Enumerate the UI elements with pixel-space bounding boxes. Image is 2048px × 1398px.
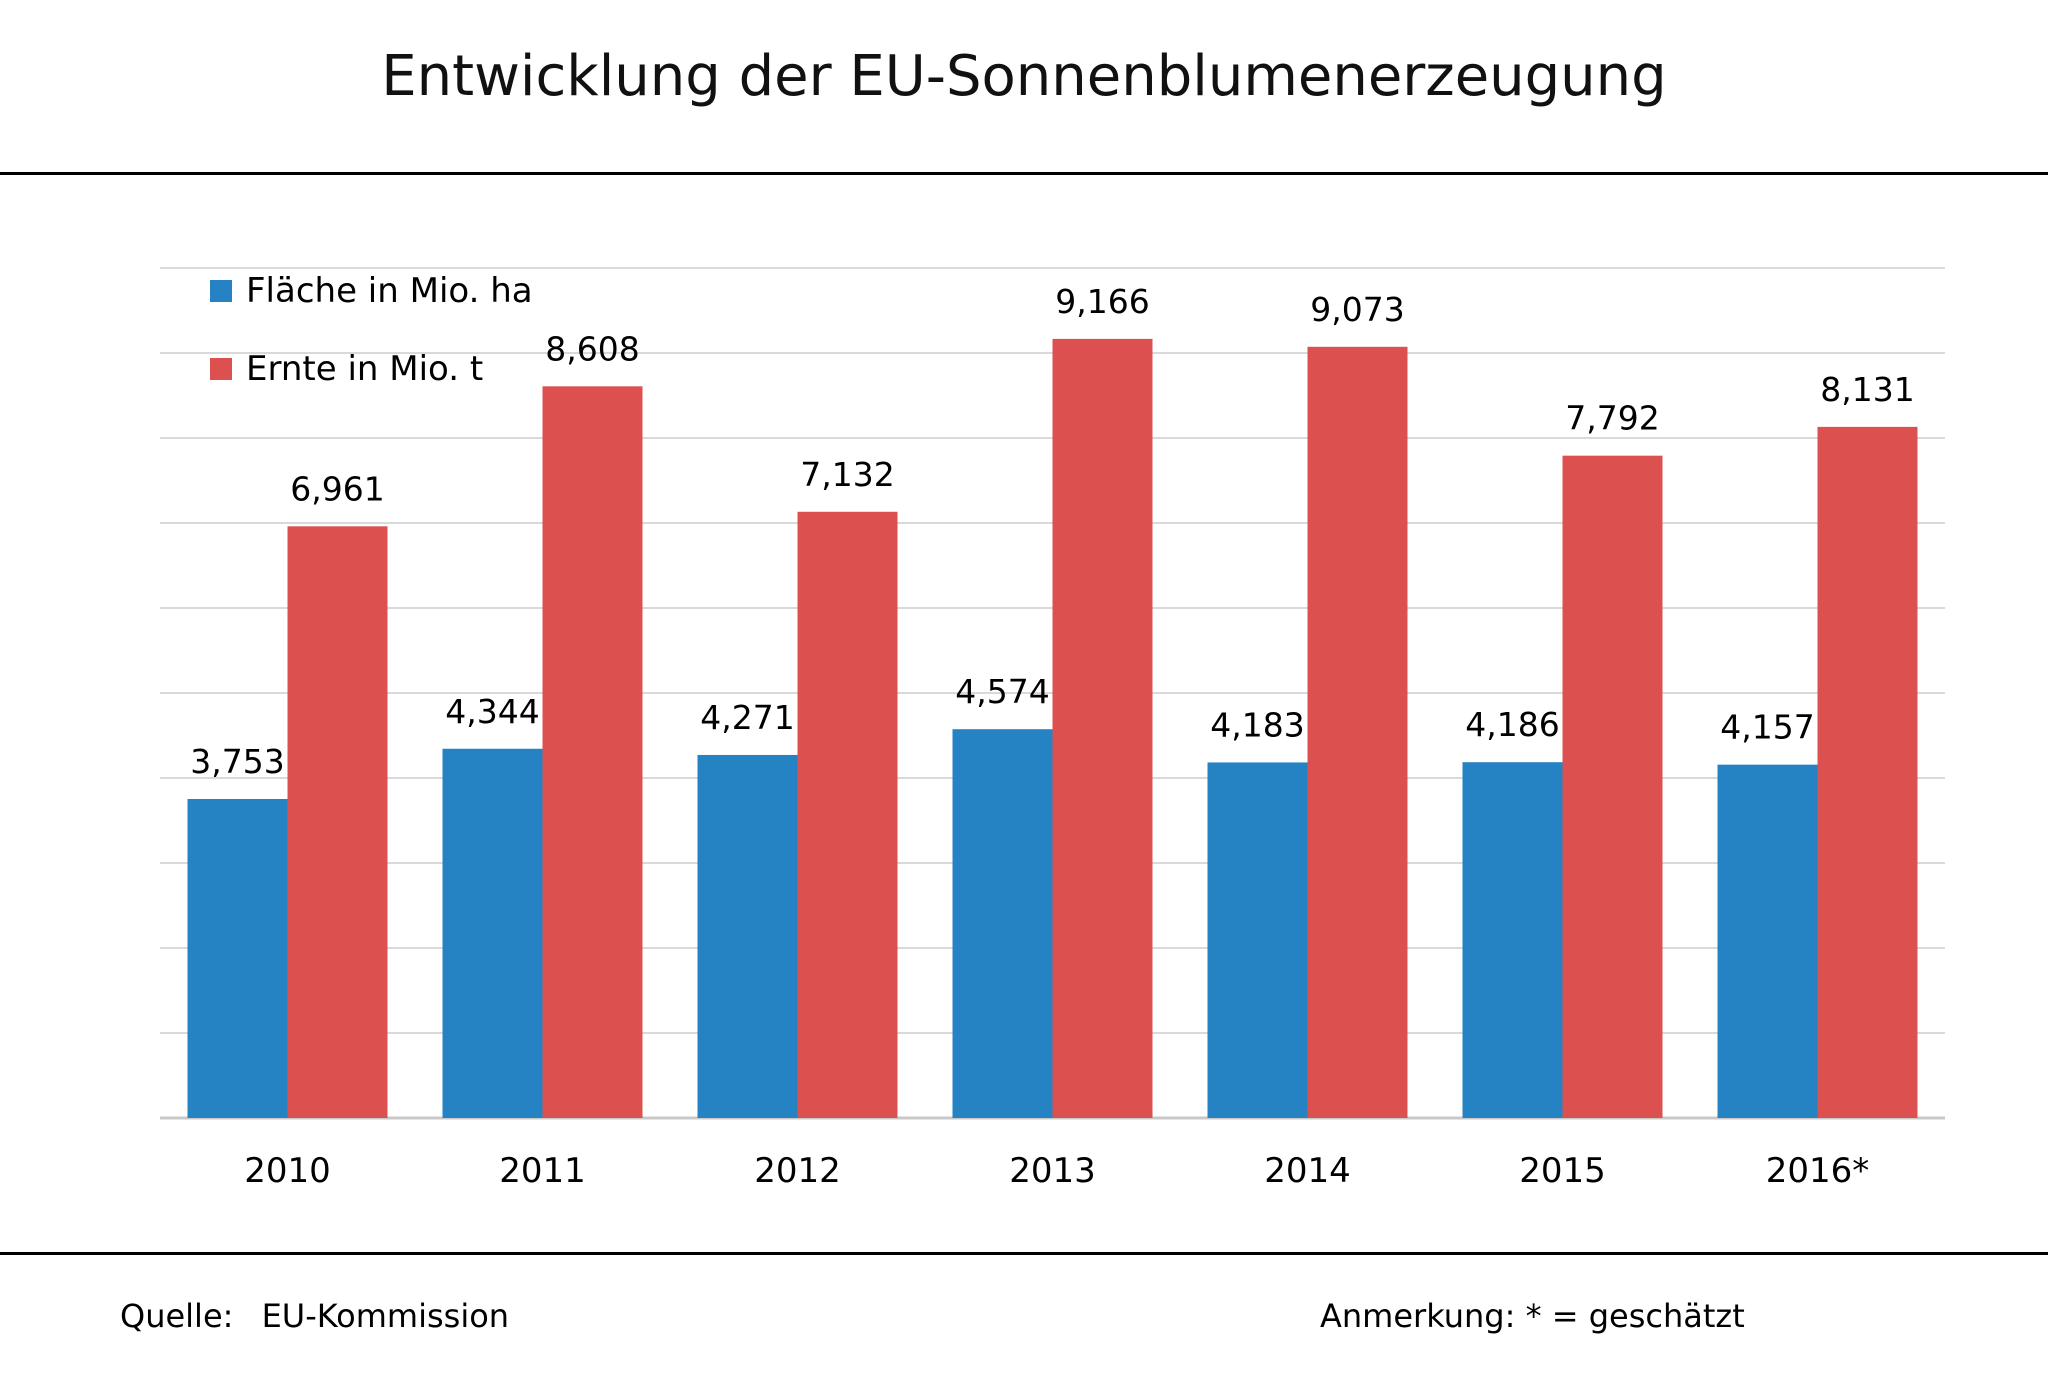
x-tick-label: 2013 xyxy=(1009,1151,1096,1191)
legend-label: Fläche in Mio. ha xyxy=(246,271,533,311)
x-tick-label: 2014 xyxy=(1264,1151,1351,1191)
bar-ernte xyxy=(1817,426,1918,1118)
bar-ernte xyxy=(1562,455,1663,1118)
top-divider xyxy=(0,172,2048,175)
bar-flaeche xyxy=(1207,762,1308,1118)
legend-swatch xyxy=(210,280,232,302)
source-value: EU-Kommission xyxy=(261,1297,510,1335)
chart-title: Entwicklung der EU-Sonnenblumenerzeugung xyxy=(381,44,1667,109)
data-label: 7,132 xyxy=(800,455,894,494)
data-label: 4,183 xyxy=(1210,705,1304,744)
bar-flaeche xyxy=(442,748,543,1118)
data-label: 4,186 xyxy=(1465,705,1559,744)
x-tick-label: 2010 xyxy=(244,1151,331,1191)
bar-flaeche xyxy=(697,754,798,1118)
source-note: Quelle: EU-Kommission xyxy=(120,1297,509,1335)
bar-flaeche xyxy=(187,798,288,1118)
bar-flaeche xyxy=(1462,762,1563,1118)
x-tick-label: 2016* xyxy=(1766,1151,1870,1191)
bar-ernte xyxy=(1307,346,1408,1118)
data-label: 4,574 xyxy=(955,672,1049,711)
data-label: 4,157 xyxy=(1720,708,1814,747)
bar-flaeche xyxy=(1717,764,1818,1118)
x-tick-label: 2011 xyxy=(499,1151,586,1191)
data-label: 7,792 xyxy=(1565,399,1659,438)
footnote: Anmerkung: * = geschätzt xyxy=(1320,1297,1745,1335)
legend-swatch xyxy=(210,358,232,380)
bar-ernte xyxy=(287,526,388,1118)
bottom-divider xyxy=(0,1252,2048,1255)
data-label: 6,961 xyxy=(290,469,384,508)
bar-ernte xyxy=(542,386,643,1118)
data-label: 8,608 xyxy=(545,329,639,368)
x-tick-label: 2012 xyxy=(754,1151,841,1191)
bar-flaeche xyxy=(952,729,1053,1118)
data-label: 4,344 xyxy=(445,692,539,731)
legend-label: Ernte in Mio. t xyxy=(246,349,483,389)
bar-ernte xyxy=(1052,338,1153,1118)
data-label: 9,073 xyxy=(1310,290,1404,329)
data-label: 4,271 xyxy=(700,698,794,737)
data-label: 3,753 xyxy=(190,742,284,781)
data-label: 8,131 xyxy=(1820,370,1914,409)
data-label: 9,166 xyxy=(1055,282,1149,321)
source-label: Quelle: xyxy=(120,1297,234,1335)
x-tick-label: 2015 xyxy=(1519,1151,1606,1191)
bar-ernte xyxy=(797,511,898,1118)
